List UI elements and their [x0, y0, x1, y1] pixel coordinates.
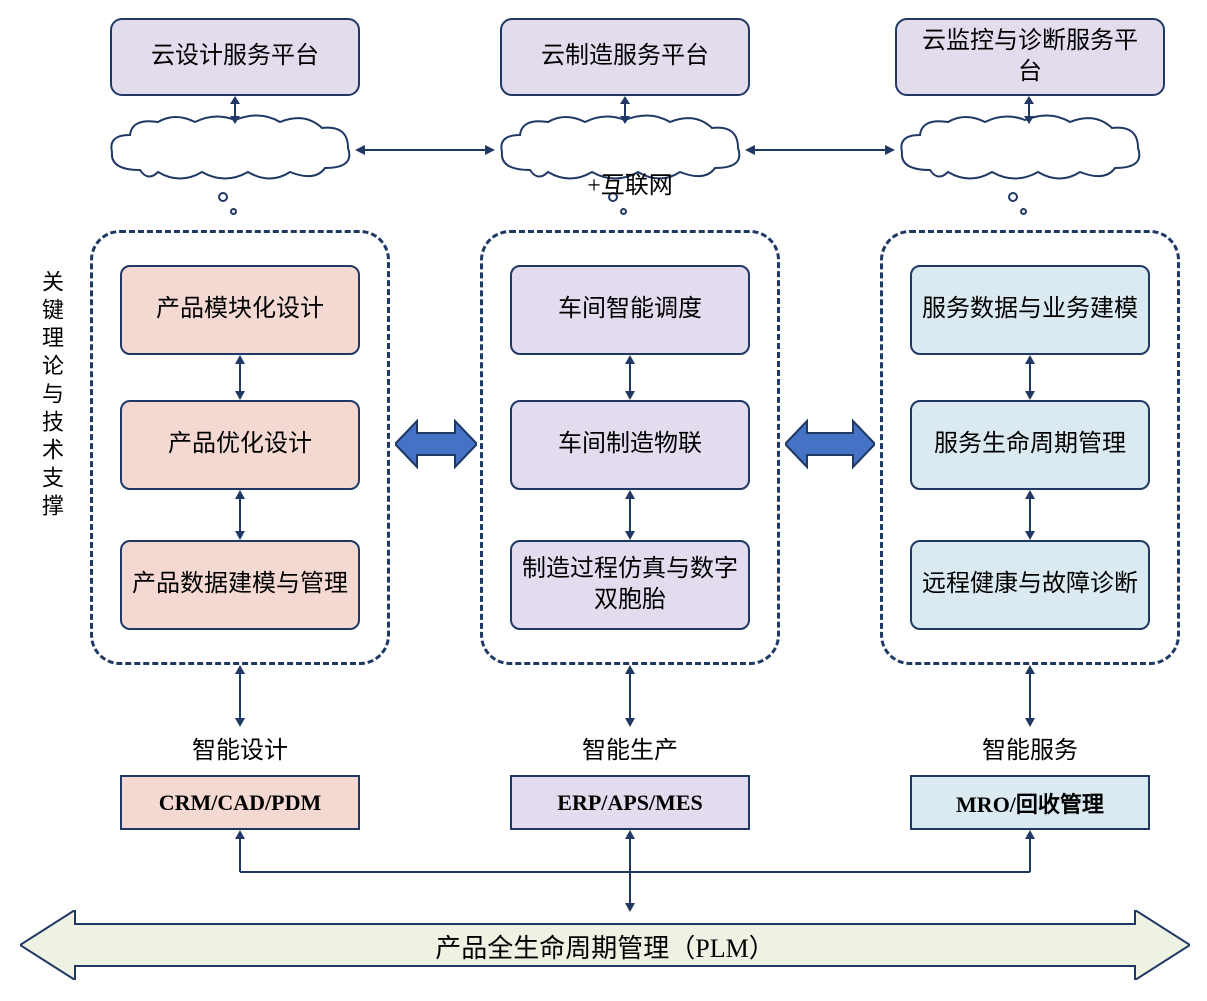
- col-label-service: 智能服务: [960, 730, 1100, 765]
- bottom-box-erp: ERP/APS/MES: [510, 775, 750, 830]
- arrow-col3-b: [1023, 490, 1037, 540]
- col-label-design: 智能设计: [170, 730, 310, 765]
- bottom-box-mro: MRO/回收管理: [910, 775, 1150, 830]
- box-remote-diagnosis: 远程健康与故障诊断: [910, 540, 1150, 630]
- platform-box-manufacture: 云制造服务平台: [500, 18, 750, 96]
- box-data-modeling: 产品数据建模与管理: [120, 540, 360, 630]
- platform-label: 云制造服务平台: [541, 41, 709, 72]
- arrow-group-bottom-2: [623, 665, 637, 727]
- arrow-col1-a: [233, 355, 247, 400]
- block-arrow-1: [395, 415, 477, 473]
- arrow-bottom-plm-connector: [232, 830, 1038, 912]
- cloud-dot: [1020, 208, 1027, 215]
- cloud-dot: [230, 208, 237, 215]
- arrow-cloud-h-1: [355, 143, 495, 157]
- cloud-icon: [890, 110, 1150, 190]
- internet-label: +互联网: [560, 165, 700, 200]
- arrow-group-bottom-3: [1023, 665, 1037, 727]
- box-workshop-schedule: 车间智能调度: [510, 265, 750, 355]
- box-service-lifecycle: 服务生命周期管理: [910, 400, 1150, 490]
- block-arrow-2: [785, 415, 875, 473]
- box-simulation-twin: 制造过程仿真与数字双胞胎: [510, 540, 750, 630]
- arrow-col2-a: [623, 355, 637, 400]
- box-service-data: 服务数据与业务建模: [910, 265, 1150, 355]
- cloud-dot: [620, 208, 627, 215]
- box-workshop-iot: 车间制造物联: [510, 400, 750, 490]
- box-modular-design: 产品模块化设计: [120, 265, 360, 355]
- bottom-box-crm: CRM/CAD/PDM: [120, 775, 360, 830]
- platform-box-monitor: 云监控与诊断服务平台: [895, 18, 1165, 96]
- arrow-platform-cloud-1: [228, 96, 242, 124]
- cloud-dot: [218, 192, 228, 202]
- arrow-col2-b: [623, 490, 637, 540]
- platform-label: 云监控与诊断服务平台: [913, 26, 1147, 88]
- arrow-col3-a: [1023, 355, 1037, 400]
- plm-label: 产品全生命周期管理（PLM）: [380, 928, 830, 965]
- arrow-col1-b: [233, 490, 247, 540]
- platform-label: 云设计服务平台: [151, 41, 319, 72]
- col-label-production: 智能生产: [560, 730, 700, 765]
- platform-box-design: 云设计服务平台: [110, 18, 360, 96]
- side-label: 关键理论与技术支撑: [35, 270, 67, 522]
- arrow-platform-cloud-2: [618, 96, 632, 124]
- arrow-cloud-h-2: [745, 143, 895, 157]
- box-optimize-design: 产品优化设计: [120, 400, 360, 490]
- arrow-group-bottom-1: [233, 665, 247, 727]
- arrow-platform-cloud-3: [1022, 96, 1036, 124]
- cloud-dot: [1008, 192, 1018, 202]
